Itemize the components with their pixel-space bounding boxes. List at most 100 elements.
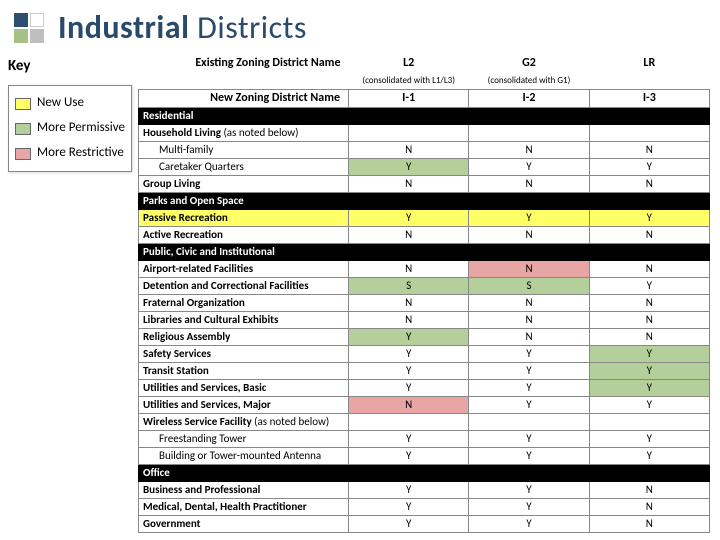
key-label: More Restrictive [37,146,124,161]
row-value: Y [469,379,589,396]
table-row: Group LivingNNN [139,175,710,192]
table-row: Safety ServicesYYY [139,345,710,362]
row-value: N [469,311,589,328]
key-panel: Key New Use More Permissive More Restricti… [8,55,132,533]
key-label: More Permissive [37,121,125,136]
table-row: Airport-related FacilitiesNNN [139,260,710,277]
row-value: S [349,277,469,294]
section-row: Parks and Open Space [139,192,710,209]
row-label: Group Living [139,175,349,192]
row-value: Y [589,396,709,413]
row-value: Y [349,345,469,362]
row-value: N [589,498,709,515]
row-label: Caretaker Quarters [139,158,349,175]
row-value: Y [349,481,469,498]
logo-sq-1 [14,13,28,27]
row-value: N [469,226,589,243]
logo-sq-3 [14,29,28,43]
title-bold: Industrial [58,8,189,47]
row-label: Business and Professional [139,481,349,498]
row-label: Religious Assembly [139,328,349,345]
row-value: N [469,141,589,158]
row-value: N [349,175,469,192]
row-value: N [589,260,709,277]
row-value: Y [349,447,469,464]
table-row: Utilities and Services, MajorNYY [139,396,710,413]
table-row: Active RecreationNNN [139,226,710,243]
table-row: GovernmentYYN [139,515,710,532]
row-label: Household Living (as noted below) [139,124,349,141]
table-wrap: Existing Zoning District NameL2G2LR(cons… [138,55,710,533]
row-label: Building or Tower-mounted Antenna [139,447,349,464]
row-value: Y [469,362,589,379]
table-row: Freestanding TowerYYY [139,430,710,447]
row-label: Safety Services [139,345,349,362]
row-value: N [589,515,709,532]
table-row: Religious AssemblyYNN [139,328,710,345]
row-value: Y [589,362,709,379]
table-row: Transit StationYYY [139,362,710,379]
key-box: New Use More Permissive More Restrictive [8,85,132,172]
table-row: Detention and Correctional FacilitiesSSY [139,277,710,294]
row-label: Wireless Service Facility (as noted belo… [139,413,349,430]
logo-sq-2 [30,13,44,27]
content: Key New Use More Permissive More Restricti… [0,51,720,533]
row-value: Y [469,498,589,515]
row-value: Y [469,345,589,362]
logo-sq-4 [30,29,44,43]
row-value: Y [349,328,469,345]
table-row: Utilities and Services, BasicYYY [139,379,710,396]
row-value: Y [349,498,469,515]
row-label: Transit Station [139,362,349,379]
table-row: Passive RecreationYYY [139,209,710,226]
row-value: Y [349,515,469,532]
row-value: Y [469,515,589,532]
section-row: Public, Civic and Institutional [139,243,710,260]
row-value: Y [469,430,589,447]
table-row: Medical, Dental, Health PractitionerYYN [139,498,710,515]
section-row: Office [139,464,710,481]
row-value: Y [589,447,709,464]
swatch [15,98,31,110]
swatch [15,123,31,135]
key-item: More Permissive [15,121,125,136]
zoning-table: Existing Zoning District NameL2G2LR(cons… [138,55,710,533]
section-row: Residential [139,107,710,124]
row-value: N [589,481,709,498]
row-value: Y [589,379,709,396]
row-value: N [589,328,709,345]
row-label: Government [139,515,349,532]
key-title: Key [8,57,132,75]
row-value: N [349,396,469,413]
key-item: New Use [15,96,125,111]
page-title: Industrial Districts [58,8,307,47]
row-value: N [349,311,469,328]
row-value: Y [589,345,709,362]
row-value: Y [349,362,469,379]
row-value: Y [469,209,589,226]
row-label: Fraternal Organization [139,294,349,311]
row-label: Libraries and Cultural Exhibits [139,311,349,328]
row-value [469,124,589,141]
row-value: Y [349,430,469,447]
row-value [589,124,709,141]
table-row: Libraries and Cultural ExhibitsNNN [139,311,710,328]
row-value [349,413,469,430]
table-row: Household Living (as noted below) [139,124,710,141]
table-row: Business and ProfessionalYYN [139,481,710,498]
row-value: N [589,294,709,311]
table-row: Building or Tower-mounted AntennaYYY [139,447,710,464]
row-value: Y [589,209,709,226]
key-label: New Use [37,96,84,111]
row-value: Y [589,158,709,175]
row-value: N [469,294,589,311]
row-value: N [589,175,709,192]
row-value: N [589,311,709,328]
row-label: Utilities and Services, Basic [139,379,349,396]
row-value: Y [349,158,469,175]
row-value: Y [349,209,469,226]
row-value: N [349,226,469,243]
row-value: Y [469,481,589,498]
row-value: Y [589,430,709,447]
row-value: S [469,277,589,294]
